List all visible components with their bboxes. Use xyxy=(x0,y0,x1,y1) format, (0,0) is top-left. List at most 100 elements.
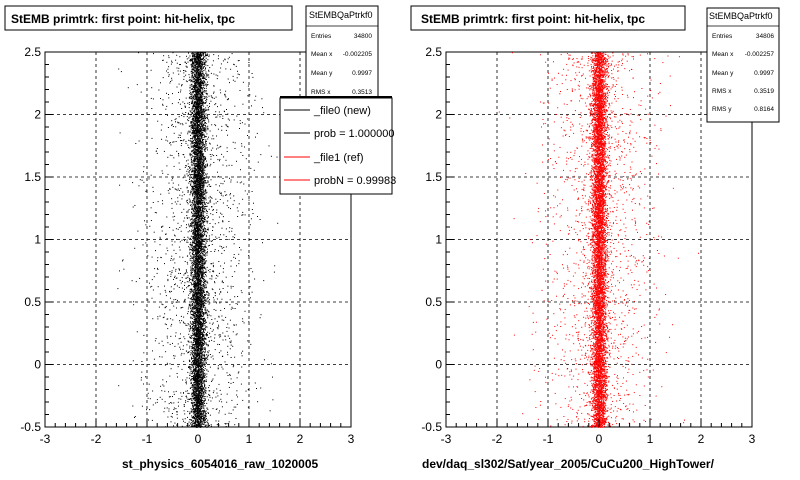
scatter-point xyxy=(198,61,200,63)
scatter-point xyxy=(194,271,196,273)
scatter-point xyxy=(203,194,205,195)
scatter-point xyxy=(200,421,201,423)
scatter-point xyxy=(188,120,190,122)
scatter-point xyxy=(192,278,194,280)
scatter-point xyxy=(200,369,202,371)
scatter-point xyxy=(208,393,210,395)
scatter-point xyxy=(171,124,173,126)
scatter-point xyxy=(189,388,191,389)
scatter-point xyxy=(181,140,183,141)
scatter-point xyxy=(205,109,207,111)
scatter-point xyxy=(206,53,208,55)
scatter-point xyxy=(213,390,215,392)
scatter-point xyxy=(199,240,201,242)
scatter-point xyxy=(192,124,194,126)
scatter-point xyxy=(194,73,196,75)
scatter-point xyxy=(190,308,192,310)
scatter-point xyxy=(202,211,204,212)
scatter-point xyxy=(151,285,153,287)
scatter-point xyxy=(193,358,195,360)
scatter-point xyxy=(195,74,197,76)
scatter-point xyxy=(189,345,191,347)
scatter-point xyxy=(188,130,190,132)
scatter-point xyxy=(226,151,228,152)
scatter-point xyxy=(200,154,202,156)
scatter-point xyxy=(169,343,171,345)
scatter-point xyxy=(196,182,198,184)
scatter-point xyxy=(219,160,220,162)
scatter-point xyxy=(206,290,208,292)
scatter-point xyxy=(204,208,206,210)
scatter-point xyxy=(190,260,192,262)
scatter-point xyxy=(192,178,194,179)
scatter-point xyxy=(202,184,204,186)
scatter-point xyxy=(202,347,204,349)
scatter-point xyxy=(176,414,178,416)
scatter-point xyxy=(241,355,243,357)
scatter-point xyxy=(199,158,201,160)
scatter-point xyxy=(219,146,221,148)
scatter-point xyxy=(209,154,211,155)
scatter-point xyxy=(205,379,207,381)
scatter-point xyxy=(244,214,246,216)
scatter-point xyxy=(193,144,195,146)
scatter-point xyxy=(174,276,175,278)
scatter-point xyxy=(190,314,192,315)
scatter-point xyxy=(190,352,192,354)
scatter-point xyxy=(173,407,175,409)
scatter-point xyxy=(188,277,190,279)
scatter-point xyxy=(218,216,220,218)
scatter-point xyxy=(187,119,188,121)
scatter-point xyxy=(200,251,202,253)
scatter-point xyxy=(166,381,167,383)
scatter-point xyxy=(193,80,195,82)
scatter-point xyxy=(230,287,232,289)
scatter-point xyxy=(213,155,215,157)
scatter-point xyxy=(207,54,208,56)
scatter-point xyxy=(190,311,192,313)
scatter-point xyxy=(198,269,199,271)
scatter-point xyxy=(199,93,201,95)
scatter-point xyxy=(240,290,242,292)
scatter-point xyxy=(195,106,197,108)
scatter-point xyxy=(204,283,206,285)
scatter-point xyxy=(202,206,203,208)
scatter-point xyxy=(184,174,186,176)
scatter-point xyxy=(213,297,214,299)
scatter-point xyxy=(184,418,186,420)
scatter-point xyxy=(166,61,168,63)
scatter-point xyxy=(165,324,167,326)
scatter-point xyxy=(195,60,197,62)
scatter-point xyxy=(203,116,205,118)
scatter-point xyxy=(202,165,204,167)
scatter-point xyxy=(203,179,205,181)
scatter-point xyxy=(170,421,172,423)
scatter-point xyxy=(192,201,194,203)
scatter-point xyxy=(189,329,191,331)
scatter-point xyxy=(240,169,241,171)
scatter-point xyxy=(201,278,203,280)
scatter-point xyxy=(189,411,191,413)
scatter-point xyxy=(217,328,219,330)
scatter-point xyxy=(207,297,209,299)
scatter-point xyxy=(186,217,188,219)
scatter-point xyxy=(183,70,184,71)
scatter-point xyxy=(208,119,210,121)
scatter-point xyxy=(195,424,197,426)
scatter-point xyxy=(182,124,184,126)
scatter-point xyxy=(233,119,235,121)
scatter-point xyxy=(150,69,152,71)
scatter-point xyxy=(192,126,194,128)
scatter-point xyxy=(232,307,234,309)
scatter-point xyxy=(155,212,157,214)
scatter-point xyxy=(250,218,252,220)
scatter-point xyxy=(205,320,206,322)
scatter-point xyxy=(191,244,193,246)
scatter-point xyxy=(197,198,199,200)
scatter-point xyxy=(204,425,206,427)
scatter-point xyxy=(200,311,202,313)
scatter-point xyxy=(120,71,122,73)
scatter-point xyxy=(195,135,197,136)
scatter-point xyxy=(210,315,212,317)
scatter-point xyxy=(192,125,194,127)
